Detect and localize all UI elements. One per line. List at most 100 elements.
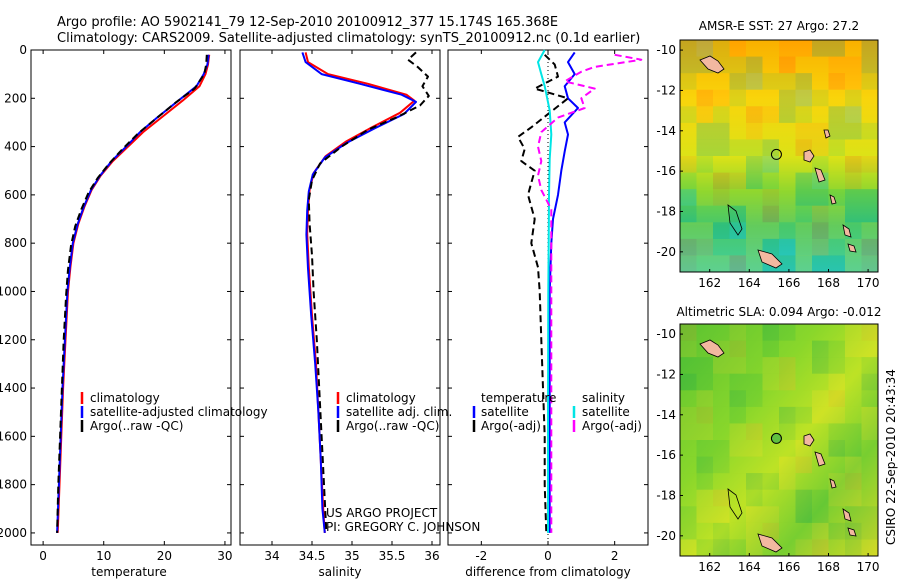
grid-cell	[696, 89, 713, 107]
island	[814, 451, 826, 467]
grid-cell	[845, 473, 862, 490]
grid-cell	[713, 238, 730, 256]
grid-cell	[779, 473, 796, 490]
grid-cell	[680, 473, 697, 490]
grid-cell	[779, 539, 796, 556]
grid-cell	[696, 357, 713, 374]
grid-cell	[713, 406, 730, 424]
grid-cell	[779, 106, 796, 123]
grid-cell	[746, 89, 763, 107]
grid-cell	[696, 222, 713, 239]
grid-cell	[861, 406, 878, 424]
grid-cell	[729, 456, 746, 474]
grid-cell	[680, 456, 697, 474]
y-tick-label: 1600	[0, 429, 27, 443]
grid-cell	[845, 390, 862, 407]
grid-cell	[861, 340, 878, 358]
grid-cell	[680, 73, 697, 90]
grid-cell	[762, 489, 779, 507]
grid-cell	[861, 189, 878, 206]
grid-cell	[795, 340, 812, 358]
x-tick-label: 0	[39, 549, 47, 563]
grid-cell	[680, 539, 697, 556]
island	[829, 478, 837, 489]
grid-cell	[729, 473, 746, 490]
grid-cell	[729, 506, 746, 523]
grid-cell	[729, 172, 746, 190]
grid-cell	[861, 222, 878, 239]
island	[757, 533, 783, 553]
grid-cell	[729, 324, 746, 341]
grid-cell	[861, 89, 878, 107]
x-tick-label: 34	[264, 549, 279, 563]
grid-cell	[762, 373, 779, 391]
grid-cell	[746, 205, 763, 223]
grid-cell	[812, 390, 829, 407]
grid-cell	[828, 222, 845, 239]
figure-title-line1: Argo profile: AO 5902141_79 12-Sep-2010 …	[57, 15, 558, 30]
grid-cell	[845, 340, 862, 358]
x-tick-label: 164	[738, 560, 761, 574]
grid-cell	[828, 172, 845, 190]
sla-coastline	[699, 339, 857, 553]
grid-cell	[762, 89, 779, 107]
grid-cell	[762, 172, 779, 190]
x-tick-label: 35	[344, 549, 359, 563]
grid-cell	[713, 324, 730, 341]
grid-cell	[845, 489, 862, 507]
grid-cell	[828, 340, 845, 358]
grid-cell	[680, 189, 697, 206]
grid-cell	[812, 522, 829, 540]
grid-cell	[762, 205, 779, 223]
grid-cell	[729, 106, 746, 123]
grid-cell	[762, 406, 779, 424]
grid-cell	[696, 205, 713, 223]
legend-label-satellite: satellite-adjusted climatology	[90, 405, 268, 419]
grid-cell	[828, 73, 845, 90]
salinity-axes: 34 34.5 35 35.5 36	[240, 49, 440, 563]
grid-cell	[746, 539, 763, 556]
timestamp-stamp: CSIRO 22-Sep-2010 20:43:34	[884, 369, 898, 545]
grid-cell	[729, 406, 746, 424]
grid-cell	[861, 205, 878, 223]
grid-cell	[729, 73, 746, 90]
grid-cell	[696, 122, 713, 140]
grid-cell	[861, 122, 878, 140]
x-tick-label: -2	[475, 549, 487, 563]
sla-map	[680, 324, 878, 556]
grid-cell	[762, 456, 779, 474]
salinity-xlabel: salinity	[318, 565, 361, 579]
grid-cell	[680, 357, 697, 374]
grid-cell	[812, 56, 829, 74]
grid-cell	[713, 456, 730, 474]
grid-cell	[696, 238, 713, 256]
grid-cell	[828, 139, 845, 156]
x-tick-label: 0	[544, 549, 552, 563]
grid-cell	[713, 222, 730, 239]
grid-cell	[795, 406, 812, 424]
grid-cell	[696, 40, 713, 57]
grid-cell	[680, 489, 697, 507]
grid-cell	[861, 172, 878, 190]
grid-cell	[713, 506, 730, 523]
x-tick-label: 170	[857, 276, 880, 290]
grid-cell	[845, 156, 862, 173]
grid-cell	[729, 440, 746, 457]
grid-cell	[828, 156, 845, 173]
grid-cell	[812, 373, 829, 391]
pi-label: PI: GREGORY C. JOHNSON	[326, 520, 480, 534]
series-line-satellite-adjusted-climatology	[56, 54, 210, 533]
grid-cell	[812, 406, 829, 424]
grid-cell	[795, 205, 812, 223]
grid-cell	[812, 238, 829, 256]
grid-cell	[729, 423, 746, 440]
grid-cell	[762, 189, 779, 206]
grid-cell	[746, 357, 763, 374]
grid-cell	[729, 89, 746, 107]
grid-cell	[795, 373, 812, 391]
grid-cell	[795, 106, 812, 123]
grid-cell	[729, 390, 746, 407]
x-tick-label: 162	[698, 560, 721, 574]
y-tick-label: -18	[656, 204, 676, 218]
island	[829, 194, 837, 205]
